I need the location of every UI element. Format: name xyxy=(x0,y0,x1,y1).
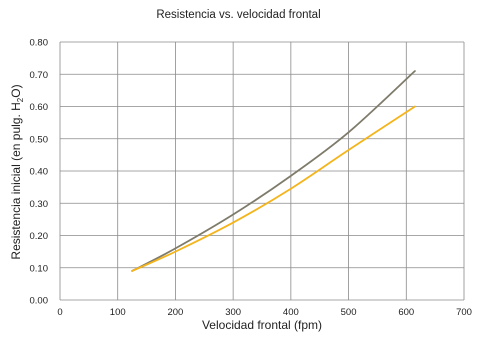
y-tick-label: 0.60 xyxy=(30,102,49,113)
y-tick-label: 0.10 xyxy=(30,263,49,274)
y-axis-label-end: O) xyxy=(8,84,23,98)
x-axis-label: Velocidad frontal (fpm) xyxy=(201,318,323,332)
tick-labels: 0 100 200 300 400 500 600 700 0.00 0.10 0.20 0.30 0.… xyxy=(30,38,472,319)
series-line-1 xyxy=(131,70,416,272)
y-axis-label-subscript: 2 xyxy=(16,97,26,103)
y-tick-label: 0.70 xyxy=(30,70,49,81)
y-tick-label: 0.40 xyxy=(30,167,49,178)
y-axis-label: Resistencia inicial (en pulg. H2O) xyxy=(9,84,25,259)
x-tick-label: 300 xyxy=(225,307,241,318)
chart-title: Resistencia vs. velocidad frontal xyxy=(156,9,321,21)
x-tick-label: 200 xyxy=(167,307,183,318)
y-tick-label: 0.50 xyxy=(30,134,49,145)
y-tick-label: 0.30 xyxy=(30,199,49,210)
x-tick-label: 700 xyxy=(456,307,472,318)
y-tick-label: 0.80 xyxy=(30,38,49,49)
y-tick-label: 0.00 xyxy=(30,296,49,307)
x-tick-label: 100 xyxy=(110,307,126,318)
x-tick-label: 0 xyxy=(57,307,62,318)
x-tick-label: 500 xyxy=(341,307,357,318)
y-axis-label-main: Resistencia inicial (en pulg. H xyxy=(8,102,23,260)
y-tick-label: 0.20 xyxy=(30,231,49,242)
series-line-2 xyxy=(131,105,416,272)
grid-lines xyxy=(59,41,465,301)
x-tick-label: 600 xyxy=(398,307,414,318)
x-tick-label: 400 xyxy=(283,307,299,318)
series-lines xyxy=(131,70,416,272)
